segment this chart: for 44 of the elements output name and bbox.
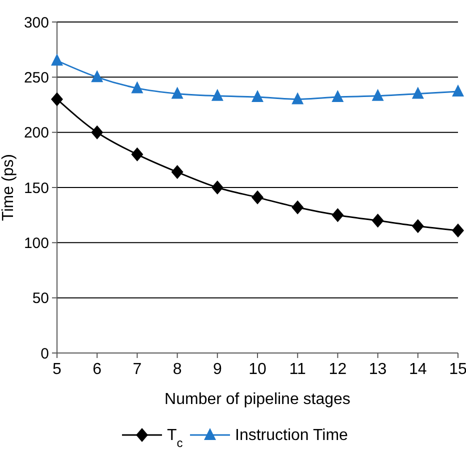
y-axis-title: Time (ps) [0,154,17,221]
point [292,92,304,104]
point [171,165,184,180]
point [452,224,464,238]
point [131,147,144,162]
point [91,70,104,82]
legend-label: Instruction Time [235,427,348,444]
legend-label: T$_{c}$ [167,427,183,450]
y-tick-label: 50 [32,290,49,308]
x-tick-label: 9 [212,361,222,378]
x-tick-label: 15 [449,361,466,378]
x-tick-label: 13 [368,361,387,378]
point [292,200,304,214]
x-tick-label: 8 [172,361,182,378]
point [332,90,344,102]
point [412,86,424,99]
x-tick-label: 14 [409,361,427,378]
x-tick-label: 11 [289,361,306,378]
point [452,84,464,97]
x-tick-label: 10 [248,361,266,378]
point [332,208,344,222]
point [372,214,384,228]
y-tick-label: 0 [40,345,49,362]
point [51,54,63,66]
x-axis-title: Number of pipeline stages [164,391,350,408]
y-tick-label: 300 [24,14,49,32]
point [131,81,144,94]
x-tick-label: 12 [328,361,347,378]
point [372,88,384,101]
x-tick-label: 7 [132,361,142,378]
point [211,88,224,101]
point [51,92,63,106]
y-tick-label: 200 [24,124,49,142]
point [91,125,104,140]
y-tick-label: 150 [24,180,49,197]
point [412,219,424,234]
x-tick-label: 6 [92,361,102,378]
y-tick-label: 100 [24,234,49,252]
point [211,180,224,194]
point [171,86,184,99]
point [252,90,264,102]
y-tick-label: 250 [24,69,49,86]
x-tick-label: 5 [52,361,62,378]
point [252,190,264,204]
